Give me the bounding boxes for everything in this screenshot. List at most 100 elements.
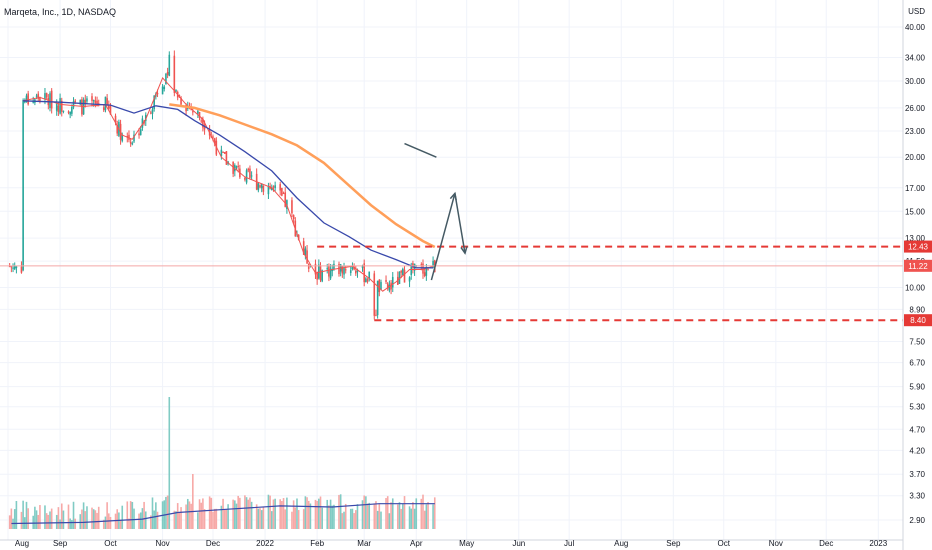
volume-bar [396,504,399,529]
candle-body [422,263,424,274]
volume-bar [425,504,428,529]
candle-body [79,99,82,105]
volume-bar [222,498,224,529]
time-axis-label: Aug [15,539,29,548]
resistance-price-tag [904,240,932,253]
volume-bar [368,502,371,529]
volume-bar [413,508,416,529]
volume-bar [212,511,214,529]
candle-body [223,152,226,154]
volume-bar [402,503,404,529]
volume-bar [114,513,117,529]
candle-body [35,95,38,97]
volume-bar [433,497,436,529]
candle-body [82,99,85,115]
candle-body [10,266,13,268]
volume-bar [151,497,154,529]
volume-ma-line [11,503,435,525]
candle-body [302,241,305,255]
candle-body [410,265,413,275]
volume-bar [427,502,429,529]
candle-body [267,186,270,195]
volume-bar [408,506,411,529]
price-axis-tick: 7.50 [909,337,925,346]
candle-body [25,95,28,103]
volume-bar [173,510,176,529]
candle-body [343,268,345,275]
candle-body [356,270,359,273]
volume-bar [259,508,261,529]
volume-bar [74,518,77,529]
candle-body [279,184,281,191]
candle-body [274,185,276,189]
price-axis-currency: USD [908,7,925,16]
volume-bar [292,500,295,529]
candle-body [388,284,391,291]
volume-bar [339,494,342,529]
candle-body [37,93,40,99]
candle-body [69,111,71,115]
time-axis-label: 2022 [256,539,274,548]
volume-bar [175,511,177,529]
candle-body [20,266,23,273]
volume-bar [255,504,258,529]
candle-body [198,111,201,118]
volume-bar [244,495,246,529]
volume-bar [282,498,285,529]
candle-body [420,264,423,266]
candle-body [129,141,132,144]
volume-bar [415,498,418,529]
volume-bar [27,508,29,529]
volume-bar [25,501,28,529]
candle-body [353,266,355,270]
candle-body [249,168,251,178]
volume-bar [45,513,48,529]
volume-bar [304,496,307,529]
last-price-tag [904,259,932,272]
candle-body [368,271,371,280]
candle-body [235,166,238,168]
candle-body [166,72,169,75]
volume-bar [186,498,189,529]
volume-bar [84,511,87,529]
candle-body [67,111,70,113]
volume-bar [314,499,317,529]
volume-bar [234,500,236,529]
volume-bar [237,495,239,529]
volume-bar [144,511,147,529]
volume-bar [388,513,391,529]
projection-peak-arrowhead [449,191,457,201]
candle-body [222,151,224,153]
candle-body [180,97,182,105]
candle-body [408,277,411,282]
volume-bar [49,511,51,529]
time-axis-label: Aug [614,539,628,548]
ma_mid-line [23,100,434,269]
volume-bar [351,508,354,529]
candle-body [175,89,177,92]
volume-bar [82,502,85,529]
ma_slow-line [169,103,436,249]
volume-bar [232,499,234,529]
candle-body [314,263,317,275]
chart-title: Marqeta, Inc., 1D, NASDAQ [4,7,117,17]
volume-bar [245,497,248,529]
candle-body [185,104,187,112]
volume-bar [15,500,18,529]
time-axis-label: Dec [206,539,220,548]
volume-bar [227,504,229,529]
volume-bar [260,510,263,529]
candle-body [22,99,24,271]
candle-body [91,96,93,101]
time-axis-label: Nov [155,539,169,548]
trend-line-drawing [404,142,437,158]
price-axis-tick: 34.00 [905,54,926,63]
volume-bar [386,496,389,529]
candle-body [259,185,261,188]
time-axis-label: May [459,539,474,548]
candle-body [114,115,117,123]
volume-bar [138,513,140,529]
candle-body [27,93,29,105]
volume-bar [286,497,288,529]
